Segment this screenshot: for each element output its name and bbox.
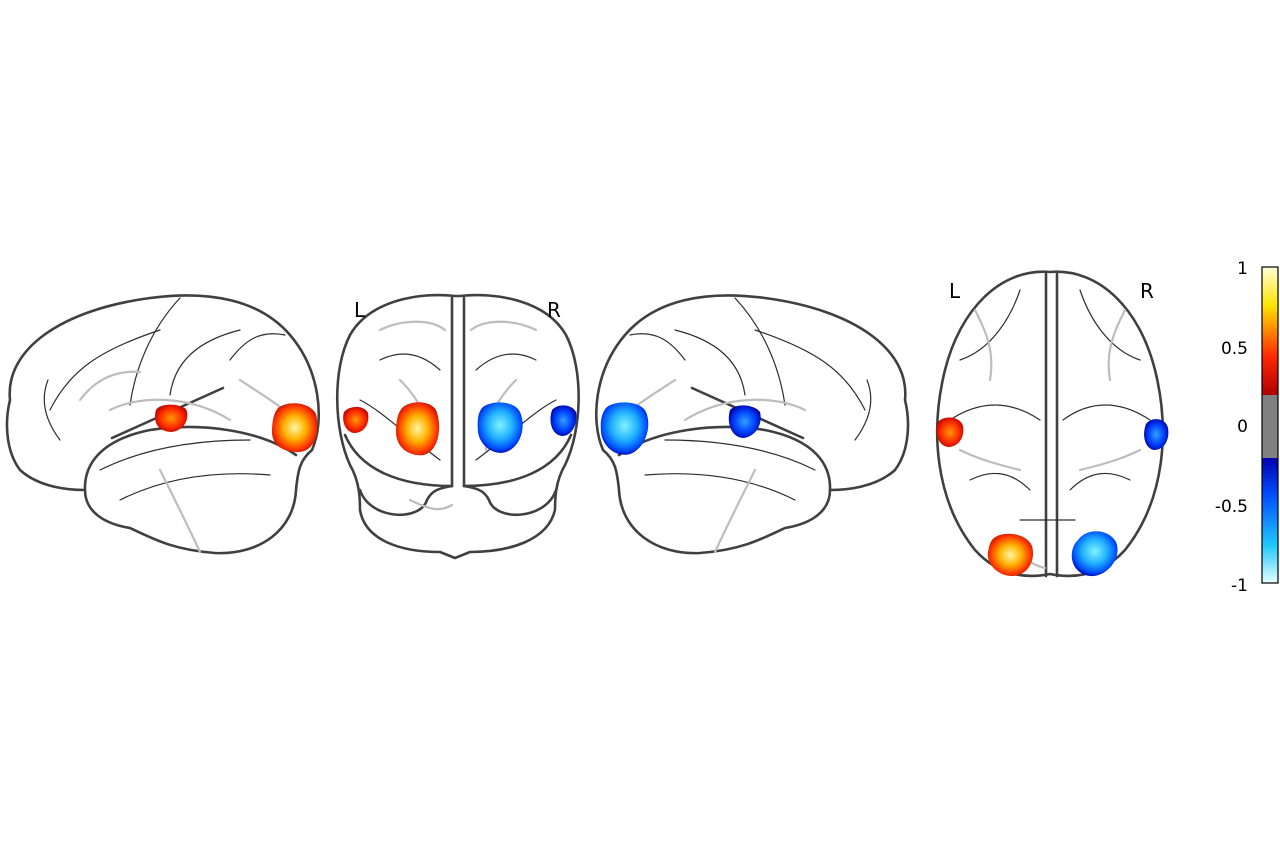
colorbar-tick-label: 1 bbox=[1237, 259, 1248, 279]
colorbar-tick-label: 0.5 bbox=[1221, 339, 1248, 359]
colorbar-frame bbox=[1261, 266, 1279, 584]
left-label: L bbox=[354, 298, 366, 322]
negative-cluster bbox=[728, 405, 761, 438]
axial-view: L R bbox=[935, 270, 1169, 578]
colorbar-tick-label: -0.5 bbox=[1215, 497, 1248, 517]
negative-cluster bbox=[477, 402, 523, 453]
colorbar: 1 0.5 0 -0.5 -1 bbox=[1215, 259, 1279, 596]
negative-cluster bbox=[550, 405, 577, 436]
colorbar-tick-label: 0 bbox=[1237, 417, 1248, 437]
colorbar-negative-segment bbox=[1262, 458, 1278, 583]
temporal-lobe-outline bbox=[617, 425, 832, 492]
positive-cluster bbox=[343, 406, 369, 433]
positive-cluster bbox=[272, 403, 318, 453]
positive-cluster bbox=[154, 404, 188, 432]
temporal-outline bbox=[343, 433, 573, 488]
negative-cluster bbox=[600, 402, 649, 455]
positive-cluster bbox=[396, 402, 440, 456]
coronal-view: L R bbox=[335, 293, 580, 560]
colorbar-threshold-segment bbox=[1262, 395, 1278, 458]
negative-cluster bbox=[1071, 531, 1118, 577]
colorbar-positive-segment bbox=[1262, 267, 1278, 395]
brain-outline bbox=[935, 270, 1165, 578]
brain-outline bbox=[335, 293, 580, 560]
brain-outline bbox=[5, 294, 321, 555]
left-label: L bbox=[949, 279, 961, 303]
sagittal-view-left bbox=[5, 294, 321, 555]
sagittal-view-right bbox=[594, 294, 910, 555]
positive-cluster bbox=[987, 533, 1034, 576]
brain-outline bbox=[594, 294, 910, 555]
cerebellum-outline bbox=[358, 484, 558, 517]
negative-cluster bbox=[1144, 419, 1169, 450]
right-label: R bbox=[547, 298, 561, 322]
positive-cluster bbox=[936, 417, 964, 447]
temporal-lobe-outline bbox=[83, 425, 298, 492]
colorbar-tick-label: -1 bbox=[1231, 576, 1248, 596]
right-label: R bbox=[1140, 279, 1154, 303]
